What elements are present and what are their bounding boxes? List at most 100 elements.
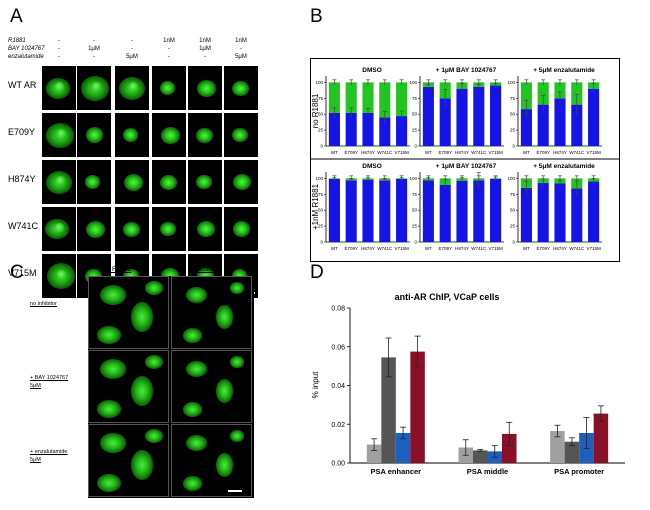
cell-body xyxy=(97,474,122,493)
cell-body xyxy=(84,175,100,189)
micrograph-cell xyxy=(152,160,186,204)
bar xyxy=(366,444,382,463)
row-label-line: + enzalutamide xyxy=(30,449,68,455)
cell-nucleus xyxy=(91,82,101,91)
condition-value: - xyxy=(131,46,133,52)
row-label-line: + BAY 1024767 xyxy=(30,375,69,381)
micrograph-cell xyxy=(224,113,258,157)
cell-body xyxy=(197,220,216,238)
cell-body xyxy=(182,402,202,417)
condition-label-1: BAY 1024767 xyxy=(8,46,45,52)
cell-body xyxy=(197,79,217,97)
cell-body xyxy=(182,476,202,491)
row-label-line: 5μM xyxy=(30,383,41,389)
cell-body xyxy=(159,81,175,95)
cell-body xyxy=(229,282,244,294)
cell-body xyxy=(229,356,244,368)
panel-b-frame xyxy=(310,58,620,262)
bar xyxy=(502,433,517,463)
cell-body xyxy=(229,430,244,442)
condition-value: 5μM xyxy=(126,54,138,60)
y-tick-label: 0.02 xyxy=(331,422,345,429)
cell-nucleus xyxy=(57,270,67,279)
bar xyxy=(564,441,580,463)
condition-value: 1nM xyxy=(163,38,175,44)
cell-nucleus xyxy=(56,176,65,185)
micrograph-cell xyxy=(42,160,76,204)
cell-body xyxy=(100,285,127,306)
cell-body xyxy=(86,220,106,238)
bar xyxy=(381,357,396,463)
x-category-label: PSA middle xyxy=(467,467,508,476)
cell-nucleus xyxy=(55,82,65,91)
bar xyxy=(579,432,594,463)
panel-label-a: A xyxy=(10,6,23,27)
panel-label-d: D xyxy=(310,262,324,283)
condition-value: - xyxy=(93,38,95,44)
micrograph-cell xyxy=(224,207,258,251)
column-header: + R1881 xyxy=(191,266,216,273)
condition-value: - xyxy=(131,38,133,44)
cell-body xyxy=(185,435,207,452)
row-label-line: no inhibitor xyxy=(30,301,57,307)
cell-body xyxy=(185,287,207,304)
micrograph-cell xyxy=(77,160,111,204)
cell-body xyxy=(195,174,212,190)
cell-body xyxy=(182,328,202,343)
micrograph-cell xyxy=(115,113,149,157)
cell-body xyxy=(231,127,248,143)
mutant-row-label: WT AR xyxy=(8,80,37,90)
micrograph-cell xyxy=(42,66,76,110)
micrograph-cell xyxy=(188,207,222,251)
micrograph-cell xyxy=(77,207,111,251)
row-label-line: 5μM xyxy=(30,457,41,463)
scale-bar xyxy=(228,490,242,492)
condition-value: - xyxy=(58,38,60,44)
cell-body xyxy=(97,400,122,419)
mutant-row-label: V715M xyxy=(8,268,37,278)
micrograph-cell xyxy=(42,207,76,251)
cell-body xyxy=(215,453,234,478)
y-tick-label: 0.08 xyxy=(331,306,345,313)
condition-value: - xyxy=(58,46,60,52)
bar xyxy=(410,351,425,463)
y-tick-label: 0.06 xyxy=(331,344,345,351)
cell-body xyxy=(144,354,163,369)
condition-value: - xyxy=(240,46,242,52)
micrograph-cell xyxy=(115,207,149,251)
cell-body xyxy=(215,305,234,330)
micrograph-cell xyxy=(224,66,258,110)
condition-label-0: R1881 xyxy=(8,38,26,44)
bar xyxy=(395,432,411,463)
micrograph-cell xyxy=(188,66,222,110)
chart-title: anti-AR ChIP, VCaP cells xyxy=(395,292,500,302)
mutant-row-label: H874Y xyxy=(8,174,36,184)
cell-body xyxy=(215,379,234,404)
condition-label-2: enzalutamide xyxy=(8,54,44,60)
cell-body xyxy=(196,127,213,143)
cell-body xyxy=(185,361,207,378)
condition-value: 1μM xyxy=(199,46,211,52)
micrograph-cell xyxy=(115,160,149,204)
micrograph-cell xyxy=(88,424,169,497)
cell-nucleus xyxy=(54,223,64,232)
cell-nucleus xyxy=(56,129,66,138)
condition-value: 1μM xyxy=(88,46,100,52)
bar xyxy=(473,450,488,463)
condition-value: 5μM xyxy=(235,54,247,60)
cell-body xyxy=(232,221,250,237)
micrograph-cell xyxy=(188,113,222,157)
micrograph-cell xyxy=(152,207,186,251)
condition-value: 1nM xyxy=(199,38,211,44)
micrograph-cell xyxy=(188,160,222,204)
condition-value: - xyxy=(168,46,170,52)
panel-label-c: C xyxy=(10,262,24,283)
y-tick-label: 0.00 xyxy=(331,461,345,468)
y-tick-label: 0.04 xyxy=(331,383,345,390)
condition-value: 1nM xyxy=(235,38,247,44)
panel-c-micrographs xyxy=(88,276,254,498)
micrograph-cell xyxy=(224,160,258,204)
bar xyxy=(550,431,565,463)
cell-body xyxy=(159,221,176,237)
cell-body xyxy=(233,173,252,191)
